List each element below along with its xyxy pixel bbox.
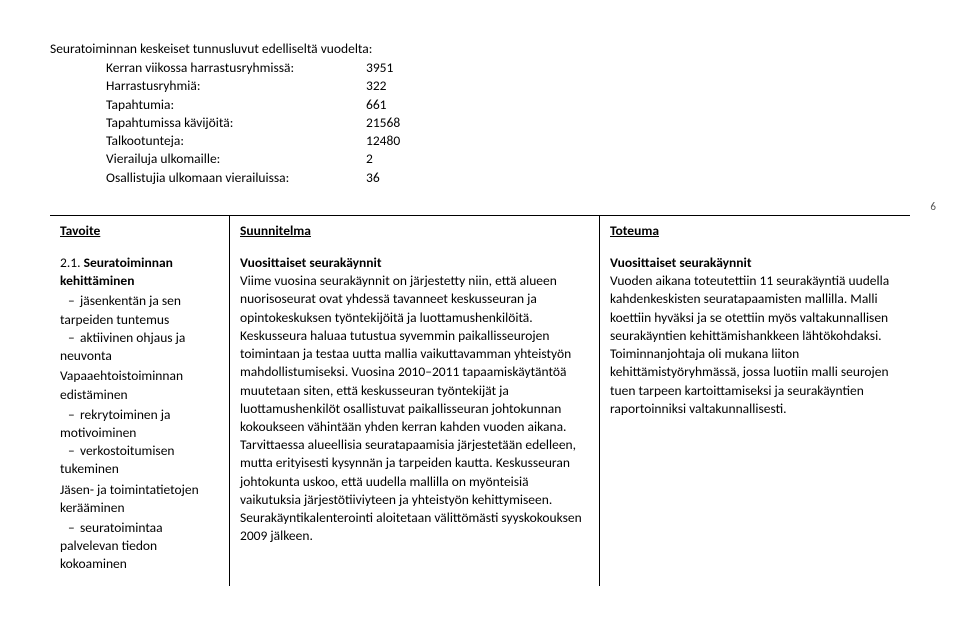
stats-row: Osallistujia ulkomaan vierailuissa:36: [50, 169, 910, 187]
stats-row: Tapahtumia:661: [50, 96, 910, 114]
list-item: seuratoimintaa palvelevan tiedon kokoami…: [60, 519, 219, 574]
stats-label: Tapahtumissa kävijöitä:: [50, 114, 366, 132]
list-item: rekrytoiminen ja motivoiminen: [60, 406, 219, 442]
three-col-table: Tavoite 2.1. Seuratoiminnan kehittäminen…: [50, 215, 910, 586]
stats-value: 2: [366, 150, 426, 168]
subhead-1: Vapaaehtoistoiminnan edistäminen: [60, 367, 219, 403]
col3-body: Vuoden aikana toteutettiin 11 seurakäynt…: [610, 272, 900, 418]
stats-value: 12480: [366, 132, 426, 150]
stats-label: Talkootunteja:: [50, 132, 366, 150]
page-number: 6: [930, 200, 936, 215]
stats-label: Harrastusryhmiä:: [50, 77, 366, 95]
col2-header: Suunnitelma: [240, 222, 589, 240]
col1-header: Tavoite: [60, 222, 219, 240]
stats-row: Harrastusryhmiä:322: [50, 77, 910, 95]
stats-row: Talkootunteja:12480: [50, 132, 910, 150]
list-item: jäsenkentän ja sen tarpeiden tuntemus: [60, 292, 219, 328]
section-number: 2.1.: [60, 254, 81, 271]
stats-row: Tapahtumissa kävijöitä:21568: [50, 114, 910, 132]
col3-subhead: Vuosittaiset seurakäynnit: [610, 254, 900, 272]
stats-title: Seuratoiminnan keskeiset tunnusluvut ede…: [50, 40, 910, 58]
stats-value: 661: [366, 96, 426, 114]
stats-row: Vierailuja ulkomaille:2: [50, 150, 910, 168]
col2-body: Viime vuosina seurakäynnit on järjestett…: [240, 272, 589, 545]
bullet-list-2: rekrytoiminen ja motivoiminen verkostoit…: [60, 406, 219, 479]
stats-block: Seuratoiminnan keskeiset tunnusluvut ede…: [50, 40, 910, 187]
stats-value: 36: [366, 169, 426, 187]
stats-label: Osallistujia ulkomaan vierailuissa:: [50, 169, 366, 187]
column-toteuma: Toteuma Vuosittaiset seurakäynnit Vuoden…: [600, 216, 910, 586]
column-suunnitelma: Suunnitelma Vuosittaiset seurakäynnit Vi…: [230, 216, 600, 586]
col3-header: Toteuma: [610, 222, 900, 240]
stats-label: Vierailuja ulkomaille:: [50, 150, 366, 168]
bullet-list-3: seuratoimintaa palvelevan tiedon kokoami…: [60, 519, 219, 574]
stats-row: Kerran viikossa harrastusryhmissä:3951: [50, 59, 910, 77]
column-tavoite: Tavoite 2.1. Seuratoiminnan kehittäminen…: [50, 216, 230, 586]
stats-value: 21568: [366, 114, 426, 132]
col2-subhead: Vuosittaiset seurakäynnit: [240, 254, 589, 272]
stats-value: 322: [366, 77, 426, 95]
stats-label: Kerran viikossa harrastusryhmissä:: [50, 59, 366, 77]
subhead-2: Jäsen- ja toimintatietojen kerääminen: [60, 481, 219, 517]
bullet-list-1: jäsenkentän ja sen tarpeiden tuntemus ak…: [60, 292, 219, 365]
stats-label: Tapahtumia:: [50, 96, 366, 114]
stats-value: 3951: [366, 59, 426, 77]
list-item: verkostoitumisen tukeminen: [60, 442, 219, 478]
list-item: aktiivinen ohjaus ja neuvonta: [60, 329, 219, 365]
